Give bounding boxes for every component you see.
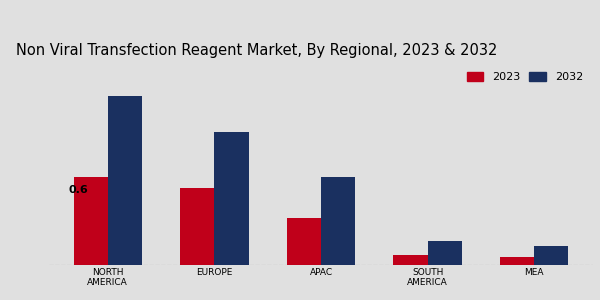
Bar bbox=[287, 218, 321, 265]
Bar bbox=[214, 132, 248, 265]
Bar bbox=[394, 255, 428, 265]
Bar bbox=[180, 188, 214, 265]
Legend: 2023, 2032: 2023, 2032 bbox=[462, 68, 587, 87]
Bar bbox=[108, 95, 142, 265]
Bar bbox=[321, 176, 355, 265]
Bar bbox=[534, 246, 568, 265]
Bar bbox=[74, 176, 108, 265]
Bar bbox=[428, 241, 462, 265]
Text: 0.6: 0.6 bbox=[69, 185, 89, 195]
Text: Non Viral Transfection Reagent Market, By Regional, 2023 & 2032: Non Viral Transfection Reagent Market, B… bbox=[16, 43, 497, 58]
Bar bbox=[500, 257, 534, 265]
